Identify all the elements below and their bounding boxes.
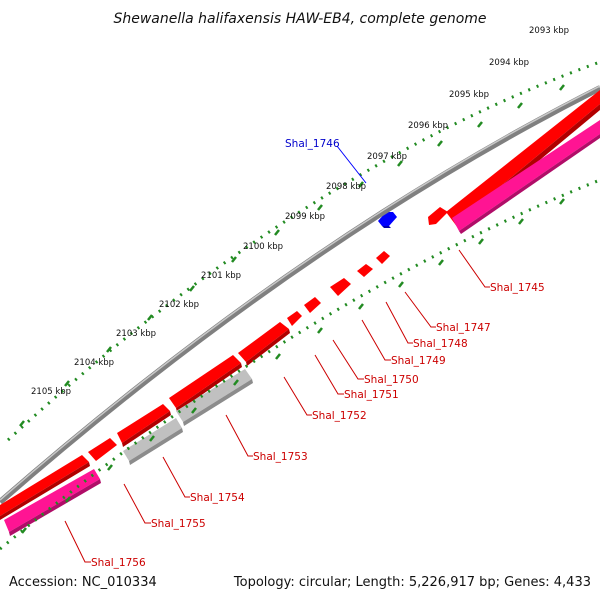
accession-text: Accession: NC_010334 xyxy=(9,575,157,590)
reverse-rna-features xyxy=(4,120,600,536)
tick-label: 2094 kbp xyxy=(489,58,529,68)
gene-label-shal-1745[interactable]: Shal_1745 xyxy=(490,282,545,294)
cds-feature[interactable] xyxy=(357,264,373,277)
cds-feature[interactable] xyxy=(330,278,351,296)
rna-feature[interactable] xyxy=(4,469,100,532)
tick-label: 2101 kbp xyxy=(201,271,241,281)
gene-leader-lines xyxy=(64,249,490,563)
tick-label: 2100 kbp xyxy=(243,242,283,252)
gene-label-shal-1753[interactable]: Shal_1753 xyxy=(253,451,308,463)
gene-label-shal-1748[interactable]: Shal_1748 xyxy=(413,338,468,350)
gene-label-shal-1756[interactable]: Shal_1756 xyxy=(91,557,146,569)
outer-major-ticks xyxy=(19,84,565,427)
inner-major-ticks xyxy=(21,198,565,534)
cds-feature[interactable] xyxy=(287,311,302,326)
cds-feature[interactable] xyxy=(0,455,89,516)
cds-feature[interactable] xyxy=(117,404,170,443)
gene-shal-1746-feature[interactable] xyxy=(378,212,397,228)
tick-label: 2096 kbp xyxy=(408,121,448,131)
gene-label-shal-1746[interactable]: Shal_1746 xyxy=(285,138,340,150)
outer-tick-track xyxy=(6,60,600,442)
genome-backbone xyxy=(0,85,600,505)
gene-label-shal-1751[interactable]: Shal_1751 xyxy=(344,389,399,401)
tick-label: 2102 kbp xyxy=(159,300,199,310)
cds-feature[interactable] xyxy=(88,438,117,461)
map-title: Shewanella halifaxensis HAW-EB4, complet… xyxy=(113,11,486,27)
tick-label: 2104 kbp xyxy=(74,358,114,368)
tick-label: 2103 kbp xyxy=(116,329,156,339)
cds-feature[interactable] xyxy=(446,90,600,224)
tick-labels: 2093 kbp 2094 kbp 2095 kbp 2096 kbp 2097… xyxy=(31,26,569,397)
cds-feature[interactable] xyxy=(304,297,321,313)
gene-label-shal-1747[interactable]: Shal_1747 xyxy=(436,322,491,334)
cds-feature[interactable] xyxy=(376,251,390,264)
gene-shal-1746-leader xyxy=(336,145,367,184)
tick-label: 2105 kbp xyxy=(31,387,71,397)
cds-feature[interactable] xyxy=(169,355,241,408)
gene-label-shal-1749[interactable]: Shal_1749 xyxy=(391,355,446,367)
tick-label: 2093 kbp xyxy=(529,26,569,36)
rna-feature[interactable] xyxy=(452,120,600,231)
tick-label: 2095 kbp xyxy=(449,90,489,100)
gene-labels: Shal_1745 Shal_1747 Shal_1748 Shal_1749 … xyxy=(91,282,545,569)
gene-label-shal-1750[interactable]: Shal_1750 xyxy=(364,374,419,386)
tick-label: 2098 kbp xyxy=(326,182,366,192)
genome-summary-text: Topology: circular; Length: 5,226,917 bp… xyxy=(233,575,591,590)
backbone-highlight xyxy=(0,85,600,501)
gene-label-shal-1754[interactable]: Shal_1754 xyxy=(190,492,245,504)
tick-label: 2099 kbp xyxy=(285,212,325,222)
inner-tick-track xyxy=(0,178,600,551)
tick-label: 2097 kbp xyxy=(367,152,407,162)
gene-label-shal-1755[interactable]: Shal_1755 xyxy=(151,518,206,530)
cds-feature[interactable] xyxy=(428,207,448,225)
cds-feature[interactable] xyxy=(238,322,289,362)
gene-label-shal-1752[interactable]: Shal_1752 xyxy=(312,410,367,422)
